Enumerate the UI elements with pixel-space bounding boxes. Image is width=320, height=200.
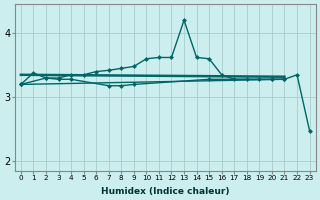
X-axis label: Humidex (Indice chaleur): Humidex (Indice chaleur) xyxy=(101,187,229,196)
